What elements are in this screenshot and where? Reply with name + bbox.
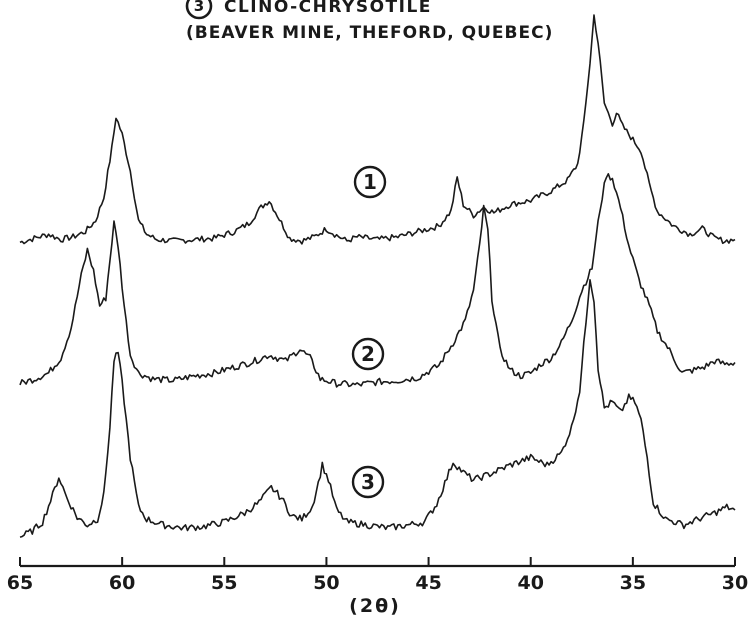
x-tick-label-40: 40 — [517, 572, 543, 594]
trace-label-circle-1 — [353, 165, 387, 199]
x-tick-label-60: 60 — [109, 572, 135, 594]
traces — [19, 14, 736, 538]
trace-1 — [19, 14, 736, 245]
x-axis-label: (2θ) — [349, 595, 401, 617]
x-tick-label-55: 55 — [211, 572, 237, 594]
x-tick-label-45: 45 — [415, 572, 441, 594]
chart-title: 3 CLINO-CHRYSOTILE (BEAVER MINE, THEFORD… — [185, 0, 553, 43]
trace-label-circle-3 — [351, 465, 385, 499]
trace-label-3: 3 — [361, 470, 375, 494]
trace-label-1: 1 — [363, 170, 377, 194]
trace-label-circle-2 — [351, 337, 385, 371]
trace-label-2: 2 — [361, 342, 375, 366]
x-tick-label-50: 50 — [313, 572, 339, 594]
x-tick-label-30: 30 — [722, 572, 748, 594]
title-line-1: CLINO-CHRYSOTILE — [224, 0, 432, 17]
title-line-2: (BEAVER MINE, THEFORD, QUEBEC) — [186, 23, 553, 43]
x-axis: 65 60 55 50 45 40 35 30 — [7, 557, 748, 594]
trace-2 — [19, 173, 736, 388]
x-tick-label-35: 35 — [620, 572, 646, 594]
trace-labels: 1 2 3 — [351, 165, 387, 499]
x-tick-label-65: 65 — [7, 572, 33, 594]
title-marker-circle — [185, 0, 213, 20]
trace-3 — [19, 279, 736, 538]
title-marker-number: 3 — [194, 0, 204, 15]
